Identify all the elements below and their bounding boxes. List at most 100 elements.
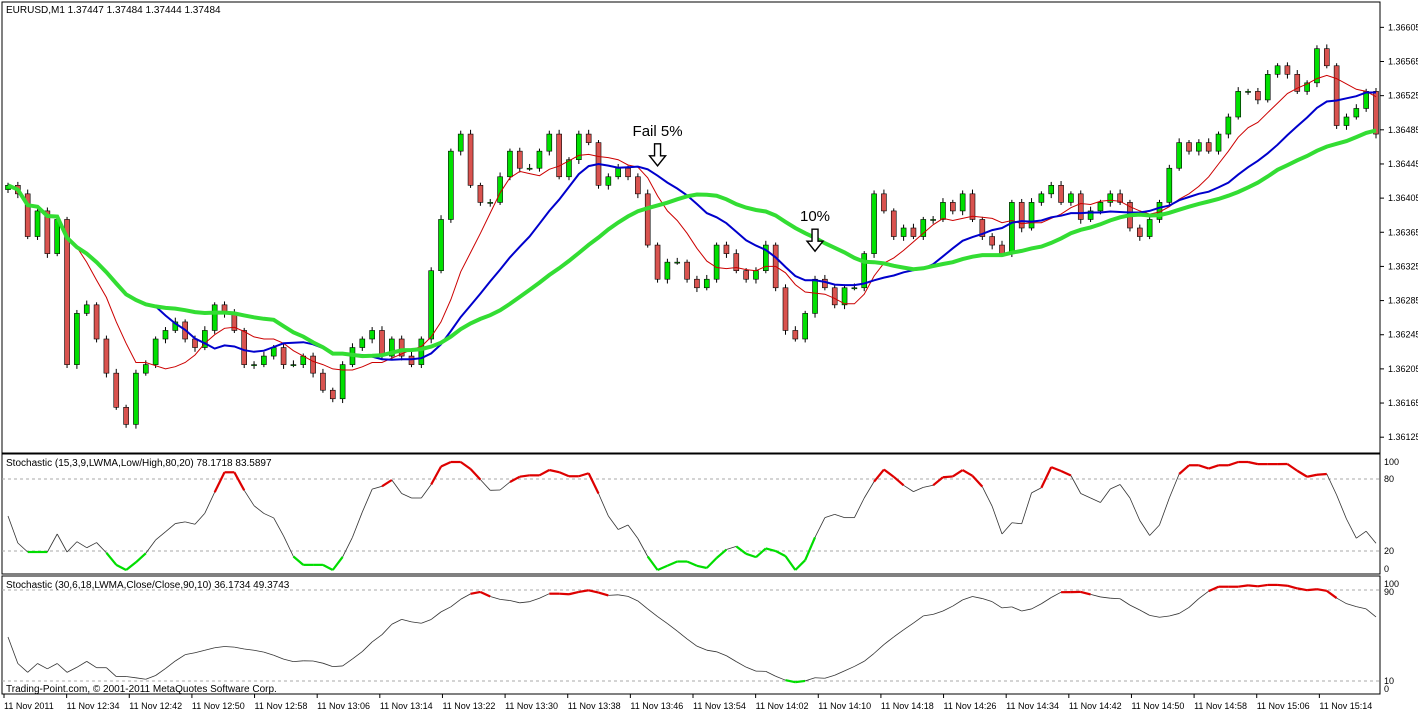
bull-candle	[211, 304, 218, 331]
stoch2-line	[1001, 606, 1012, 609]
price-label: 1.36405	[1388, 193, 1418, 203]
bull-candle	[841, 287, 848, 306]
bull-candle	[1196, 142, 1202, 152]
stoch2-line	[362, 641, 373, 652]
stochastic-panel-1[interactable]	[1, 453, 1381, 575]
stoch2-line	[805, 677, 816, 682]
stoch1-line	[401, 493, 412, 499]
stoch2-line	[1149, 614, 1160, 618]
stoch1-line	[1178, 464, 1190, 475]
bear-candle	[684, 261, 690, 280]
stoch2-line	[1178, 607, 1190, 614]
stoch2-line	[745, 666, 757, 672]
stoch2-line	[1159, 615, 1170, 618]
stoch1-line	[1296, 469, 1308, 478]
bull-candle	[1146, 219, 1153, 237]
stoch1-line	[509, 475, 521, 483]
stoch2-line	[263, 651, 274, 656]
stoch1-line	[1247, 460, 1259, 466]
time-label: 11 Nov 15:06	[1257, 701, 1310, 711]
stoch2-line	[588, 589, 599, 594]
stoch2-line	[696, 645, 707, 651]
stoch2-line	[873, 644, 885, 654]
stoch1-line	[86, 542, 97, 549]
time-label: 11 Nov 13:30	[505, 701, 558, 711]
bull-candle	[1314, 48, 1320, 84]
stoch1-line	[175, 521, 186, 524]
stoch2-line	[244, 648, 255, 651]
stoch1-line	[381, 479, 393, 488]
bull-candle	[487, 202, 494, 204]
main-price-panel[interactable]	[1, 1, 1381, 454]
stoch2-line	[1208, 585, 1219, 593]
bull-candle	[851, 287, 858, 290]
stoch1-line	[204, 492, 216, 514]
stoch2-line	[371, 634, 383, 643]
stoch1-line	[1100, 488, 1111, 503]
bull-candle	[1087, 210, 1094, 220]
stoch2-line	[470, 590, 481, 595]
stoch1-header: Stochastic (15,3,9,LWMA,Low/High,80,20) …	[6, 458, 272, 469]
stoch1-level-label-80: 80	[1384, 474, 1394, 484]
bull-candle	[566, 159, 572, 178]
stoch1-line	[185, 521, 196, 525]
bull-candle	[74, 313, 80, 365]
stoch1-line	[863, 481, 875, 499]
bear-candle	[1117, 193, 1123, 203]
bull-candle	[1009, 202, 1015, 254]
stoch2-line	[1169, 613, 1180, 617]
time-label: 11 Nov 15:14	[1319, 701, 1372, 711]
stoch1-line	[942, 475, 953, 479]
stoch2-line	[952, 599, 963, 607]
bear-candle	[1186, 142, 1192, 152]
stoch1-line	[1286, 463, 1298, 472]
bear-candle	[969, 193, 976, 220]
stoch2-line	[608, 594, 619, 596]
bear-candle	[516, 150, 523, 169]
stoch2-line	[834, 670, 845, 676]
stoch1-line	[824, 513, 835, 519]
stoch2-line	[1346, 603, 1357, 608]
time-label: 11 Nov 13:22	[442, 701, 495, 711]
stoch1-line	[952, 469, 964, 478]
stoch1-line	[263, 513, 274, 519]
stoch2-line	[991, 601, 1003, 609]
price-label: 1.36285	[1388, 296, 1418, 306]
bull-candle	[546, 133, 553, 152]
stoch2-line	[982, 598, 993, 603]
stochastic-panel-2[interactable]	[1, 575, 1381, 695]
stoch2-line	[7, 636, 19, 664]
time-label: 11 Nov 14:34	[1006, 701, 1059, 711]
stoch2-line	[106, 667, 117, 677]
stoch2-line	[578, 589, 589, 594]
stoch1-line	[666, 560, 678, 567]
stoch2-line	[942, 605, 953, 612]
time-label: 11 Nov 14:10	[818, 701, 871, 711]
stoch1-line	[1346, 518, 1357, 539]
stoch2-line	[1051, 591, 1062, 598]
stoch2-line	[1316, 588, 1327, 592]
price-label: 1.36365	[1388, 227, 1418, 237]
stoch2-line	[411, 621, 422, 624]
stoch1-line	[913, 487, 924, 493]
time-label: 11 Nov 14:26	[944, 701, 997, 711]
stoch2-line	[391, 618, 402, 625]
stoch2-line	[627, 596, 639, 602]
price-label: 1.36245	[1388, 330, 1418, 340]
bull-candle	[940, 202, 946, 220]
bull-candle	[713, 244, 720, 280]
stoch1-line	[1365, 530, 1377, 544]
stoch2-line	[479, 590, 491, 598]
stoch2-line	[37, 663, 48, 670]
stoch2-line	[1365, 608, 1377, 618]
bull-candle	[34, 210, 41, 237]
chart-annotations: Fail 5% 10%	[633, 123, 830, 253]
bear-candle	[890, 210, 897, 237]
bull-candle	[202, 330, 208, 348]
stoch1-line	[598, 493, 609, 517]
bull-candle	[83, 304, 90, 314]
bear-candle	[241, 330, 248, 365]
annotation-label: 10%	[800, 208, 830, 225]
bull-candle	[920, 219, 927, 237]
